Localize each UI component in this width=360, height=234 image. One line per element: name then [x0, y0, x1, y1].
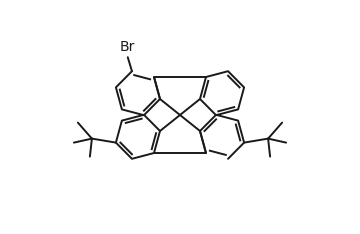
- Text: Br: Br: [120, 40, 135, 54]
